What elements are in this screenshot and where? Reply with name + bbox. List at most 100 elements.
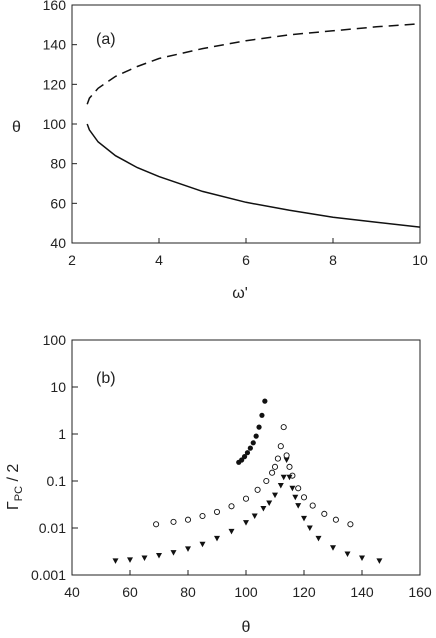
open-circle-point bbox=[286, 463, 293, 470]
triangle-down-point bbox=[376, 558, 383, 564]
solid-series-line bbox=[86, 123, 421, 228]
triangle-down-point bbox=[243, 520, 249, 526]
y-tick-label-b: 0.001 bbox=[31, 567, 66, 583]
triangle-down-point bbox=[266, 500, 273, 507]
y-tick-label-a: 160 bbox=[43, 0, 67, 13]
open-circle-point bbox=[321, 510, 328, 517]
open-circle-point bbox=[269, 469, 276, 476]
y-tick-label-a: 100 bbox=[43, 116, 67, 132]
open-circle-point bbox=[228, 503, 235, 510]
open-circle-point bbox=[199, 512, 206, 520]
open-circle-point bbox=[309, 502, 316, 509]
panel-b: 40 60 80 100 120 140 160 0.001 0.01 0.1 1 10 100 (b)… bbox=[5, 332, 432, 636]
open-circle-point bbox=[300, 494, 308, 501]
triangle-down-point bbox=[112, 558, 119, 564]
triangle-down-point bbox=[292, 494, 299, 501]
triangle-down-point bbox=[301, 515, 307, 522]
triangle-down-point bbox=[330, 545, 336, 551]
y-tick-label-b: 10 bbox=[50, 379, 66, 395]
ticks-b: 40 60 80 100 120 140 160 0.001 0.01 0.1 1 10 100 bbox=[31, 332, 432, 600]
triangle-down-point bbox=[127, 557, 133, 563]
x-tick-label-b: 120 bbox=[292, 584, 316, 600]
x-tick-label-b: 60 bbox=[122, 584, 138, 600]
triangle-down-point bbox=[306, 525, 313, 531]
y-tick-label-b: 0.1 bbox=[47, 473, 67, 489]
filled-circle-point bbox=[250, 440, 256, 446]
y-label-sub: PC bbox=[13, 486, 25, 501]
y-tick-label-a: 40 bbox=[50, 235, 66, 251]
panel-a: 2 4 6 8 10 40 60 80 100 120 140 160 (a) θ ω' bbox=[12, 0, 428, 302]
x-tick-label-b: 40 bbox=[64, 584, 80, 600]
open-circle-point bbox=[274, 455, 281, 462]
filled-circle-point bbox=[253, 433, 259, 439]
filled-circle-point bbox=[244, 450, 251, 456]
triangle-down-point bbox=[277, 483, 284, 489]
y-label-main: Γ bbox=[5, 501, 22, 510]
x-tick-label-b: 140 bbox=[350, 584, 374, 600]
open-circle-point bbox=[347, 521, 354, 528]
x-tick-label-a: 6 bbox=[242, 252, 250, 268]
ticks-a: 2 4 6 8 10 40 60 80 100 120 140 160 bbox=[43, 0, 428, 268]
triangle-down-point bbox=[280, 474, 287, 481]
triangle-down-point bbox=[141, 555, 148, 561]
open-circle-point bbox=[153, 521, 160, 528]
series-b bbox=[112, 398, 383, 564]
panel-label-b: (b) bbox=[96, 370, 116, 387]
open-circle-point bbox=[283, 452, 290, 459]
y-tick-label-a: 120 bbox=[43, 76, 67, 92]
y-tick-label-b: 100 bbox=[43, 332, 67, 348]
triangle-down-point bbox=[315, 535, 322, 542]
x-tick-label-b: 160 bbox=[408, 584, 432, 600]
triangle-down-point bbox=[185, 546, 191, 552]
triangle-down-point bbox=[359, 555, 365, 561]
open-circle-point bbox=[184, 516, 192, 523]
dashed-series-line bbox=[86, 23, 421, 105]
open-circle-point bbox=[280, 424, 287, 431]
filled-circle-point bbox=[256, 424, 262, 430]
triangle-down-point bbox=[214, 535, 220, 542]
triangle-down-point bbox=[286, 474, 293, 481]
open-circle-point bbox=[242, 495, 250, 502]
triangle-down-point bbox=[283, 457, 290, 463]
triangle-down-point bbox=[260, 505, 267, 512]
open-circle-point bbox=[170, 518, 177, 525]
y-tick-label-a: 140 bbox=[43, 37, 67, 53]
y-tick-label-b: 0.01 bbox=[39, 520, 66, 536]
panel-label-a: (a) bbox=[96, 31, 116, 48]
y-axis-label-b: ΓPC / 2 bbox=[5, 464, 25, 510]
y-tick-label-a: 80 bbox=[50, 156, 66, 172]
filled-circle-point bbox=[241, 454, 248, 460]
triangle-down-point bbox=[170, 550, 177, 556]
y-label-tail: / 2 bbox=[5, 464, 22, 486]
x-tick-label-a: 8 bbox=[329, 252, 337, 268]
open-circle-point bbox=[263, 477, 270, 485]
triangle-down-point bbox=[289, 485, 296, 492]
x-axis-label-b: θ bbox=[242, 619, 251, 636]
triangle-down-point bbox=[199, 541, 206, 548]
filled-circle-point bbox=[262, 398, 268, 404]
x-tick-label-b: 80 bbox=[180, 584, 196, 600]
triangle-down-point bbox=[344, 551, 351, 557]
triangle-down-point bbox=[228, 528, 235, 535]
filled-circle-point bbox=[239, 457, 245, 463]
filled-circle-point bbox=[247, 445, 253, 451]
open-circle-point bbox=[213, 508, 221, 515]
open-circle-point bbox=[277, 443, 284, 450]
series-a bbox=[86, 23, 421, 228]
x-tick-label-a: 2 bbox=[68, 252, 76, 268]
y-tick-label-b: 1 bbox=[58, 426, 66, 442]
x-axis-label-a: ω' bbox=[232, 285, 248, 302]
open-circle-point bbox=[254, 486, 261, 493]
triangle-down-point bbox=[251, 513, 258, 520]
triangle-down-point bbox=[295, 503, 302, 509]
open-circle-point bbox=[332, 516, 339, 523]
x-tick-label-a: 10 bbox=[412, 252, 428, 268]
open-circle-point bbox=[271, 463, 279, 470]
filled-circle-point bbox=[259, 412, 265, 418]
svg-text:ΓPC / 2: ΓPC / 2 bbox=[5, 464, 25, 510]
triangle-down-point bbox=[156, 552, 162, 559]
x-tick-label-a: 4 bbox=[155, 252, 163, 268]
x-tick-label-b: 100 bbox=[234, 584, 258, 600]
triangle-down-point bbox=[272, 492, 278, 499]
